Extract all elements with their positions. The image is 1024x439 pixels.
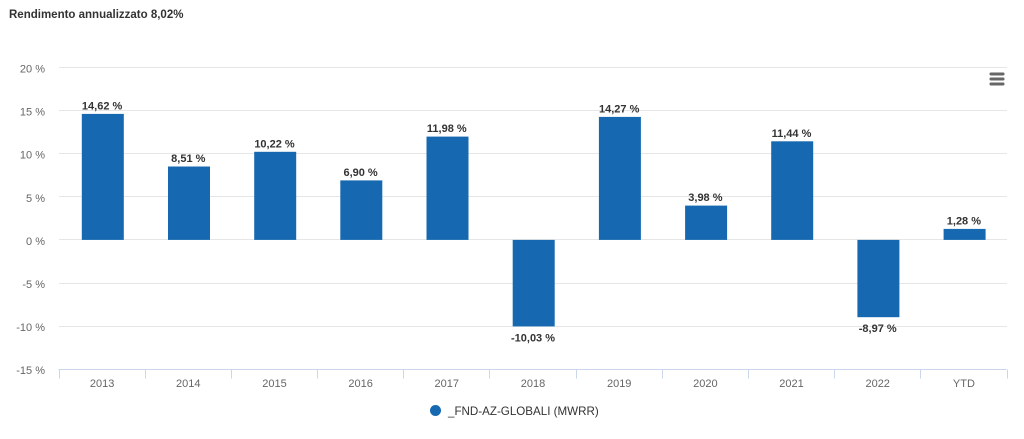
svg-text:6,90 %: 6,90 % <box>343 167 377 179</box>
svg-text:2022: 2022 <box>865 378 889 390</box>
svg-text:5 %: 5 % <box>26 193 45 205</box>
svg-text:-15 %: -15 % <box>16 365 45 377</box>
svg-text:10,22 %: 10,22 % <box>254 138 295 150</box>
svg-text:15 %: 15 % <box>20 107 45 119</box>
svg-text:11,44 %: 11,44 % <box>772 128 812 140</box>
svg-text:2021: 2021 <box>779 378 803 390</box>
svg-text:2019: 2019 <box>607 378 631 390</box>
svg-text:-8,97 %: -8,97 % <box>859 323 897 335</box>
svg-text:2020: 2020 <box>693 378 717 390</box>
svg-text:14,62 %: 14,62 % <box>82 100 123 112</box>
svg-text:0 %: 0 % <box>26 236 45 248</box>
svg-text:2016: 2016 <box>348 378 372 390</box>
svg-text:2014: 2014 <box>176 378 200 390</box>
svg-text:2018: 2018 <box>521 378 545 390</box>
svg-text:20 %: 20 % <box>20 64 45 76</box>
svg-text:8,51 %: 8,51 % <box>171 153 205 165</box>
svg-text:YTD: YTD <box>953 378 975 390</box>
svg-text:Rendimento annualizzato 8,02%: Rendimento annualizzato 8,02% <box>9 9 183 21</box>
svg-text:-5 %: -5 % <box>22 279 45 291</box>
svg-text:2017: 2017 <box>435 378 459 390</box>
svg-text:14,27 %: 14,27 % <box>599 103 640 115</box>
svg-text:1,28 %: 1,28 % <box>947 215 981 227</box>
svg-text:3,98 %: 3,98 % <box>688 192 722 204</box>
svg-text:2015: 2015 <box>262 378 286 390</box>
svg-text:_FND-AZ-GLOBALI (MWRR): _FND-AZ-GLOBALI (MWRR) <box>447 405 599 418</box>
svg-text:2013: 2013 <box>90 378 114 390</box>
svg-text:11,98 %: 11,98 % <box>427 123 467 135</box>
svg-text:-10 %: -10 % <box>16 322 45 334</box>
svg-text:10 %: 10 % <box>20 150 45 162</box>
svg-text:-10,03 %: -10,03 % <box>511 332 555 344</box>
